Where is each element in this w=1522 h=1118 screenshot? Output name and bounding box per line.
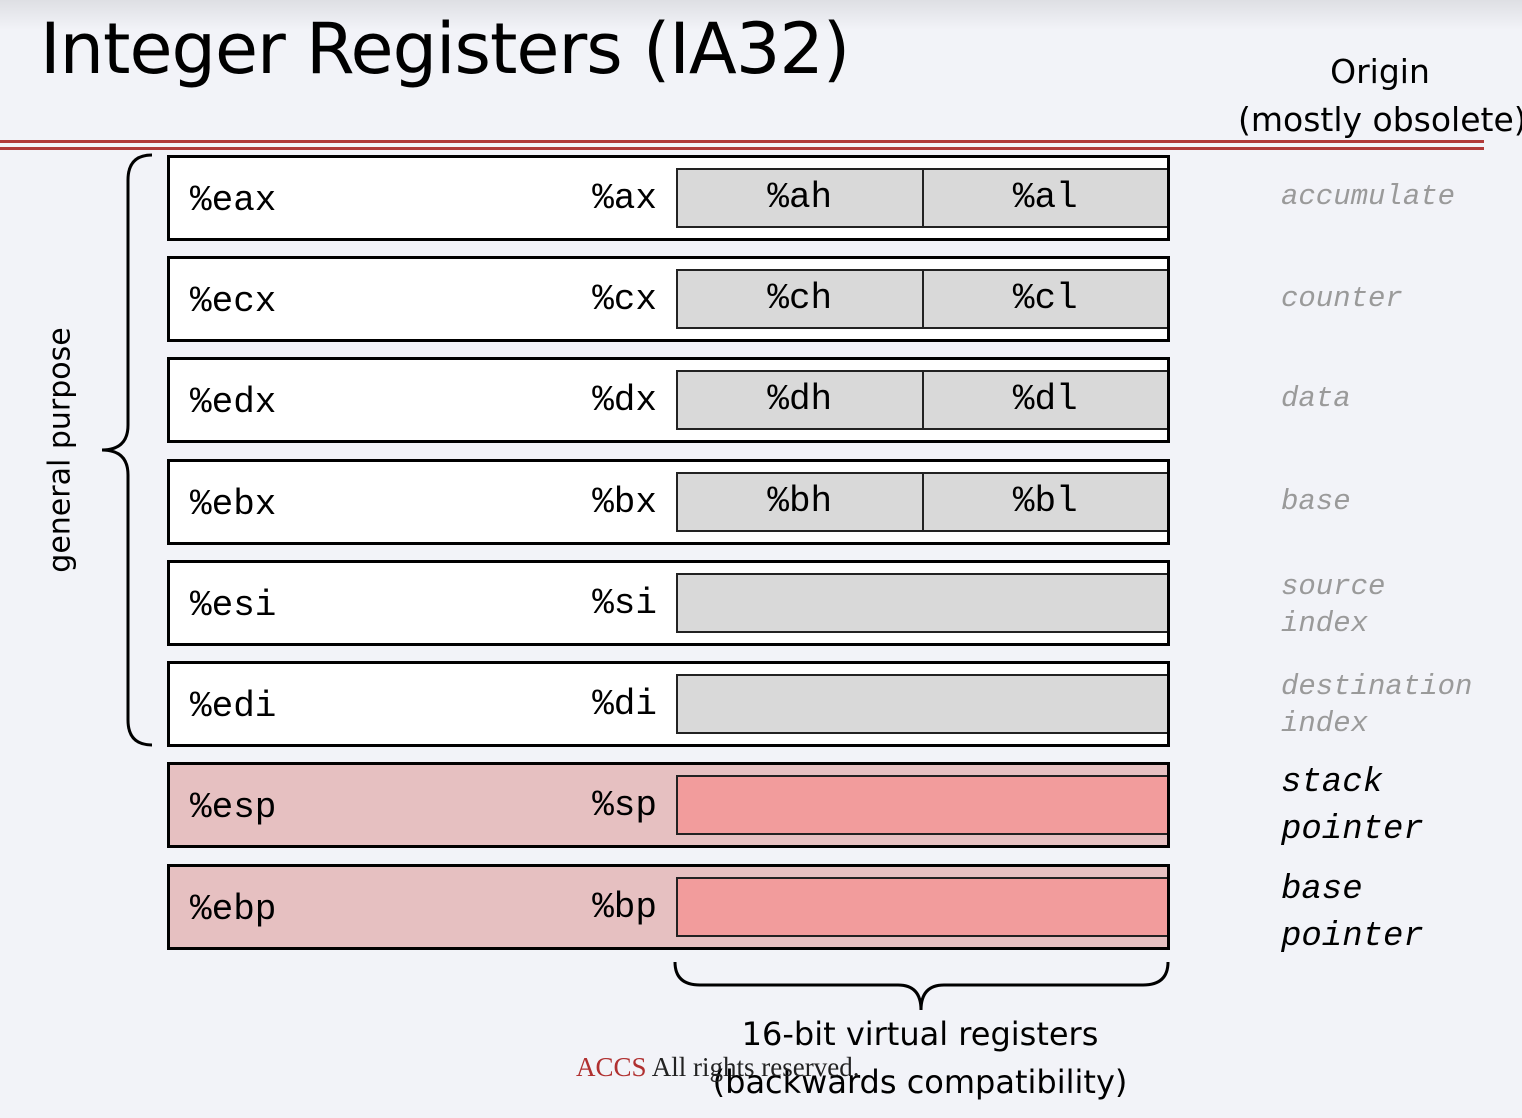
- register-low-16-bits: %ah %al: [676, 168, 1167, 228]
- register-32bit-name: %esi: [190, 585, 277, 626]
- register-esi: %esi %si: [167, 560, 1170, 646]
- register-8bit-high: %ch: [767, 278, 833, 319]
- register-32bit-name: %edi: [190, 686, 277, 727]
- register-low-16-bits: [676, 573, 1167, 633]
- title-rule-top: [0, 140, 1484, 143]
- register-origin-label: counter: [1281, 282, 1403, 315]
- register-ebx: %ebx %bx %bh %bl: [167, 459, 1170, 545]
- register-32bit-name: %ecx: [190, 281, 277, 322]
- footer-text: All rights reserved.: [646, 1052, 860, 1082]
- register-origin-label: source index: [1281, 570, 1386, 640]
- copyright-footer: ACCS All rights reserved.: [576, 1052, 860, 1083]
- register-16bit-name: %cx: [592, 279, 657, 320]
- register-32bit-name: %esp: [190, 787, 277, 828]
- footer-brand: ACCS: [576, 1052, 647, 1082]
- general-purpose-brace: [101, 153, 153, 747]
- virtual-caption-line2: (backwards compatibility): [712, 1063, 1128, 1101]
- register-8bit-low: %al: [921, 170, 1168, 226]
- register-8bit-low: %bl: [921, 474, 1168, 530]
- register-ecx: %ecx %cx %ch %cl: [167, 256, 1170, 342]
- register-low-16-bits: [676, 674, 1167, 734]
- virtual-registers-caption: 16-bit virtual registers (backwards comp…: [700, 1010, 1140, 1106]
- virtual-caption-line1: 16-bit virtual registers: [741, 1015, 1099, 1053]
- virtual-registers-brace: [673, 961, 1170, 1011]
- register-eax: %eax %ax %ah %al: [167, 155, 1170, 241]
- title-rule-bottom: [0, 147, 1484, 150]
- register-16bit-name: %bp: [592, 887, 657, 928]
- general-purpose-label: general purpose: [42, 327, 78, 573]
- register-ebp: %ebp %bp: [167, 864, 1170, 950]
- register-low-16-bits: [676, 775, 1167, 835]
- register-8bit-low: %dl: [921, 372, 1168, 428]
- register-8bit-high: %bh: [767, 481, 833, 522]
- register-16bit-name: %ax: [592, 178, 657, 219]
- register-8bit-high: %ah: [767, 177, 833, 218]
- register-low-16-bits: %bh %bl: [676, 472, 1167, 532]
- register-16bit-name: %si: [592, 583, 657, 624]
- register-8bit-low: %cl: [921, 271, 1168, 327]
- register-8bit-high: %dh: [767, 379, 833, 420]
- origin-header-line1: Origin: [1330, 52, 1430, 91]
- register-low-16-bits: [676, 877, 1167, 937]
- origin-header-line2: (mostly obsolete): [1238, 100, 1522, 139]
- register-origin-label: data: [1281, 382, 1351, 415]
- register-32bit-name: %eax: [190, 180, 277, 221]
- register-esp: %esp %sp: [167, 762, 1170, 848]
- register-32bit-name: %edx: [190, 382, 277, 423]
- register-16bit-name: %bx: [592, 482, 657, 523]
- register-origin-label: accumulate: [1281, 180, 1456, 213]
- register-edi: %edi %di: [167, 661, 1170, 747]
- register-16bit-name: %di: [592, 684, 657, 725]
- register-low-16-bits: %dh %dl: [676, 370, 1167, 430]
- register-32bit-name: %ebp: [190, 889, 277, 930]
- register-origin-label: base pointer: [1281, 871, 1424, 956]
- register-32bit-name: %ebx: [190, 484, 277, 525]
- register-origin-label: stack pointer: [1281, 764, 1424, 849]
- register-edx: %edx %dx %dh %dl: [167, 357, 1170, 443]
- register-low-16-bits: %ch %cl: [676, 269, 1167, 329]
- origin-header: Origin (mostly obsolete): [1238, 48, 1522, 144]
- slide-title: Integer Registers (IA32): [40, 8, 850, 90]
- register-origin-label: destination index: [1281, 670, 1473, 740]
- register-16bit-name: %dx: [592, 380, 657, 421]
- register-16bit-name: %sp: [592, 785, 657, 826]
- register-origin-label: base: [1281, 485, 1351, 518]
- top-shade: [0, 0, 1522, 30]
